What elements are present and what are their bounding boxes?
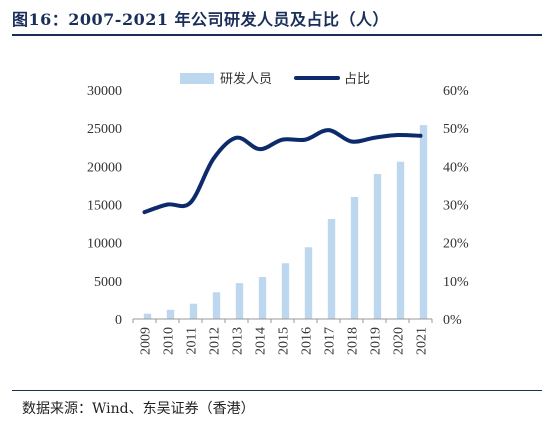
y-right-tick-label: 30% (443, 199, 469, 214)
legend-line-label: 占比 (344, 72, 370, 87)
bar (235, 283, 244, 319)
line-series (142, 128, 423, 215)
y-axis-left: 0 5000 10000 15000 20000 25000 30000 (87, 84, 122, 328)
y-right-tick-label: 40% (443, 160, 469, 175)
x-tick-label: 2009 (139, 327, 154, 355)
y-left-tick-label: 0 (115, 313, 122, 328)
bar (350, 196, 359, 319)
chart-title: 图16：2007-2021 年公司研发人员及占比（人） (12, 10, 390, 29)
x-tick-label: 2011 (185, 327, 200, 354)
chart-canvas: 研发人员 占比 0 5000 10000 15000 20000 25000 30000 0%… (87, 71, 469, 355)
y-axis-right: 0% 10% 20% 30% 40% 50% 60% (443, 84, 469, 328)
x-tick-label: 2020 (392, 327, 407, 355)
x-tick-label: 2021 (415, 327, 430, 355)
bar (396, 161, 405, 319)
y-left-tick-label: 5000 (94, 275, 122, 290)
y-left-tick-label: 15000 (87, 199, 122, 214)
x-axis: 2009 2010 2011 2012 2013 2014 2015 2016 2017 2018… (132, 318, 433, 355)
bar (166, 309, 175, 319)
y-left-tick-label: 30000 (87, 84, 122, 99)
x-tick-label: 2018 (346, 327, 361, 355)
bar (419, 125, 428, 319)
footer-divider (12, 390, 542, 391)
x-tick-label: 2010 (162, 327, 177, 355)
bar (327, 219, 336, 319)
x-tick-label: 2013 (231, 327, 246, 355)
bar (281, 263, 290, 319)
y-right-tick-label: 20% (443, 237, 469, 252)
x-tick-label: 2017 (323, 327, 338, 355)
y-right-tick-label: 50% (443, 122, 469, 137)
y-right-tick-label: 60% (443, 84, 469, 99)
y-right-tick-label: 10% (443, 275, 469, 290)
y-left-tick-label: 20000 (87, 160, 122, 175)
bar (304, 247, 313, 319)
x-tick-label: 2019 (369, 327, 384, 355)
legend: 研发人员 占比 (180, 71, 370, 87)
bar (189, 303, 198, 319)
y-left-tick-label: 25000 (87, 122, 122, 137)
bar (373, 173, 382, 319)
title-divider (12, 34, 542, 36)
source-note: 数据来源：Wind、东吴证券（香港） (22, 401, 255, 417)
x-tick-label: 2012 (208, 327, 223, 355)
y-left-tick-label: 10000 (87, 237, 122, 252)
x-tick-label: 2015 (277, 327, 292, 355)
legend-bar-label: 研发人员 (220, 71, 272, 87)
bar-series (143, 125, 428, 319)
y-right-tick-label: 0% (443, 313, 462, 328)
legend-bar-swatch (180, 73, 214, 84)
bar (143, 313, 152, 319)
ratio-line (142, 128, 423, 215)
bar (258, 277, 267, 319)
x-tick-label: 2014 (254, 327, 269, 355)
x-tick-label: 2016 (300, 327, 315, 355)
bar (212, 292, 221, 319)
